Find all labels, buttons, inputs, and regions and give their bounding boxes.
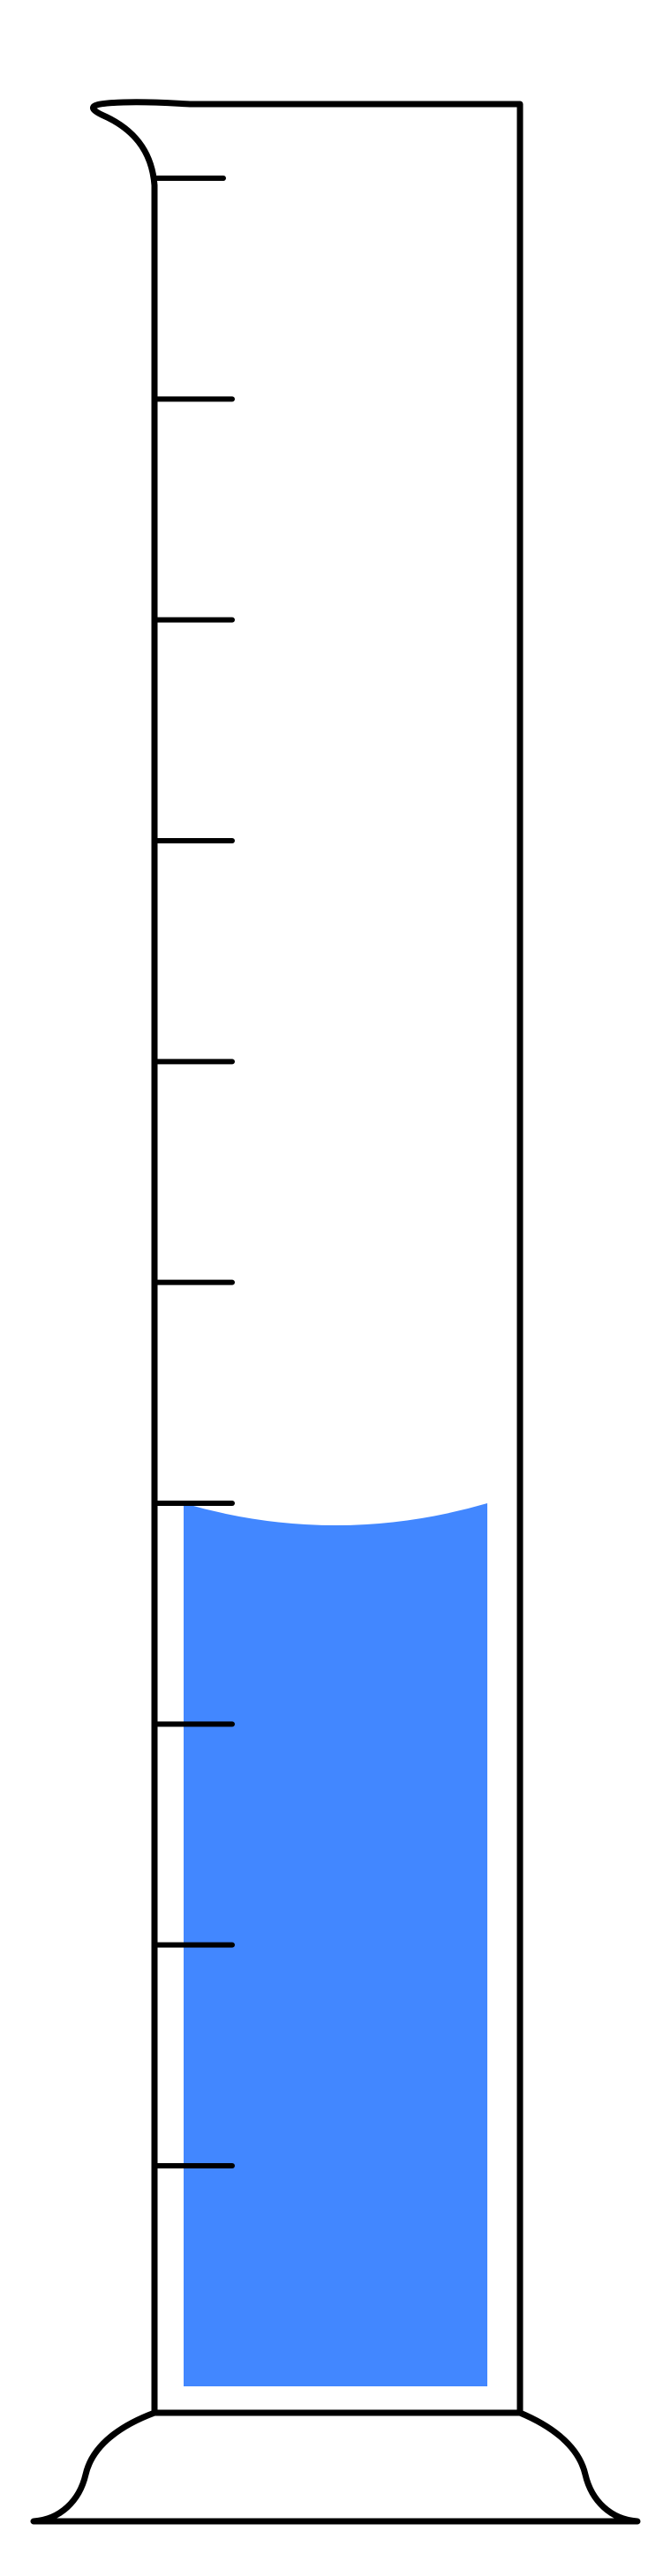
cylinder-body xyxy=(89,99,524,2416)
graduation-marks xyxy=(152,176,235,2168)
liquid xyxy=(184,1503,487,2386)
cylinder-base xyxy=(30,2409,641,2525)
